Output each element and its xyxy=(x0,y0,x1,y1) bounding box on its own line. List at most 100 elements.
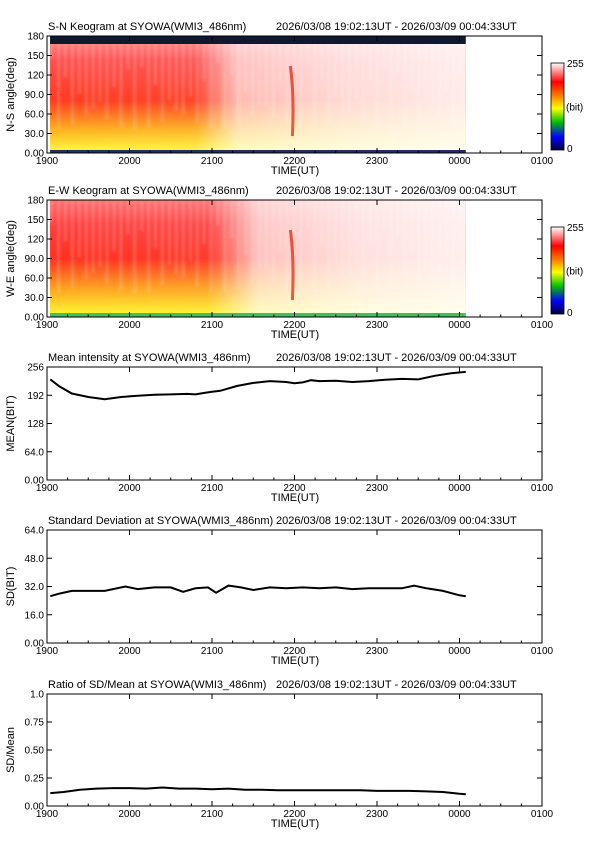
y-tick-label: 120 xyxy=(27,235,44,246)
x-tick-label: 1900 xyxy=(36,483,59,494)
x-axis-label: TIME(UT) xyxy=(271,329,319,341)
arc-feature xyxy=(288,65,295,137)
panel-title: S-N Keogram at SYOWA(WMI3_486nm) xyxy=(48,21,246,33)
y-tick-label: 0.75 xyxy=(25,718,45,729)
x-tick-label: 0000 xyxy=(448,483,471,494)
panel-4: Standard Deviation at SYOWA(WMI3_486nm) 2… xyxy=(5,515,554,667)
x-tick-label: 0100 xyxy=(531,320,554,331)
horizon-band-bottom xyxy=(50,150,466,153)
panel-title: Ratio of SD/Mean at SYOWA(WMI3_486nm) xyxy=(48,679,266,691)
panel-title: Standard Deviation at SYOWA(WMI3_486nm) xyxy=(48,515,273,527)
x-tick-label: 2000 xyxy=(118,156,141,167)
x-tick-label: 2200 xyxy=(283,483,306,494)
panel-title: E-W Keogram at SYOWA(WMI3_486nm) xyxy=(48,185,249,197)
x-tick-label: 0100 xyxy=(531,483,554,494)
panel-5: Ratio of SD/Mean at SYOWA(WMI3_486nm) 202… xyxy=(5,679,554,830)
x-tick-label: 2300 xyxy=(366,320,389,331)
y-tick-label: 192 xyxy=(27,391,44,402)
y-axis-label: SD(BIT) xyxy=(5,567,17,607)
x-tick-label: 1900 xyxy=(36,320,59,331)
x-tick-label: 2100 xyxy=(201,646,224,657)
colorbar-max-label: 255 xyxy=(567,59,584,70)
y-tick-label: 0.25 xyxy=(25,774,45,785)
panel-time-range: 2026/03/08 19:02:13UT - 2026/03/09 00:04… xyxy=(276,185,517,197)
y-tick-label: 90.0 xyxy=(25,254,45,265)
x-axis-label: TIME(UT) xyxy=(271,655,319,667)
y-tick-label: 150 xyxy=(27,51,44,62)
panel-title: Mean intensity at SYOWA(WMI3_486nm) xyxy=(48,352,251,364)
colorbar-unit-label: (bit) xyxy=(566,267,583,278)
x-tick-label: 2200 xyxy=(283,320,306,331)
x-tick-label: 0000 xyxy=(448,320,471,331)
y-tick-label: 150 xyxy=(27,215,44,226)
y-tick-label: 180 xyxy=(27,32,44,43)
arc-feature xyxy=(288,229,295,301)
y-tick-label: 90.0 xyxy=(25,90,45,101)
x-tick-label: 1900 xyxy=(36,646,59,657)
y-tick-label: 180 xyxy=(27,196,44,207)
keogram-fade xyxy=(50,200,466,317)
x-tick-label: 2100 xyxy=(201,809,224,820)
x-tick-label: 0000 xyxy=(448,156,471,167)
panel-1: S-N Keogram at SYOWA(WMI3_486nm) 2026/03/… xyxy=(5,21,584,177)
y-tick-label: 0.00 xyxy=(25,149,45,160)
x-axis-label: TIME(UT) xyxy=(271,492,319,504)
series-line xyxy=(50,786,466,796)
x-tick-label: 1900 xyxy=(36,809,59,820)
y-tick-label: 16.0 xyxy=(25,610,45,621)
y-axis-label: MEAN(BIT) xyxy=(5,395,17,451)
x-axis-label: TIME(UT) xyxy=(271,818,319,830)
x-tick-label: 2300 xyxy=(366,483,389,494)
x-tick-label: 2300 xyxy=(366,809,389,820)
x-tick-label: 1900 xyxy=(36,156,59,167)
x-tick-label: 2000 xyxy=(118,809,141,820)
y-tick-label: 1.0 xyxy=(30,690,44,701)
x-tick-label: 0100 xyxy=(531,156,554,167)
colorbar xyxy=(550,62,565,151)
panel-3: Mean intensity at SYOWA(WMI3_486nm) 2026/… xyxy=(5,352,554,504)
y-tick-label: 30.0 xyxy=(25,129,45,140)
panels: S-N Keogram at SYOWA(WMI3_486nm) 2026/03/… xyxy=(5,21,584,830)
x-tick-label: 2000 xyxy=(118,320,141,331)
x-tick-label: 2000 xyxy=(118,646,141,657)
colorbar xyxy=(550,226,565,315)
horizon-band-bottom xyxy=(50,313,466,317)
y-tick-label: 64.0 xyxy=(25,526,45,537)
panel-time-range: 2026/03/08 19:02:13UT - 2026/03/09 00:04… xyxy=(276,515,517,527)
x-tick-label: 2100 xyxy=(201,156,224,167)
y-axis-label: W-E angle(deg) xyxy=(5,220,17,297)
series-line xyxy=(49,370,466,401)
x-tick-label: 2200 xyxy=(283,646,306,657)
colorbar-min-label: 0 xyxy=(567,308,573,319)
x-tick-label: 2100 xyxy=(201,483,224,494)
keogram-fade xyxy=(50,36,466,153)
y-tick-label: 0.00 xyxy=(25,639,45,650)
y-axis-label: N-S angle(deg) xyxy=(5,57,17,132)
x-tick-label: 2200 xyxy=(283,809,306,820)
panel-time-range: 2026/03/08 19:02:13UT - 2026/03/09 00:04… xyxy=(276,679,517,691)
x-tick-label: 2300 xyxy=(366,646,389,657)
y-tick-label: 60.0 xyxy=(25,274,45,285)
colorbar-unit-label: (bit) xyxy=(566,103,583,114)
x-axis-label: TIME(UT) xyxy=(271,165,319,177)
x-tick-label: 2300 xyxy=(366,156,389,167)
y-tick-label: 0.00 xyxy=(25,802,45,813)
y-tick-label: 0.00 xyxy=(25,313,45,324)
panel-time-range: 2026/03/08 19:02:13UT - 2026/03/09 00:04… xyxy=(276,352,517,364)
y-tick-label: 60.0 xyxy=(25,110,45,121)
y-tick-label: 120 xyxy=(27,71,44,82)
y-tick-label: 0.00 xyxy=(25,476,45,487)
horizon-band-top xyxy=(50,36,466,44)
y-axis-label: SD/Mean xyxy=(5,727,17,773)
x-tick-label: 0000 xyxy=(448,809,471,820)
x-tick-label: 0100 xyxy=(531,646,554,657)
y-tick-label: 30.0 xyxy=(25,293,45,304)
series-line xyxy=(50,584,466,598)
x-tick-label: 0000 xyxy=(448,646,471,657)
plot-frame xyxy=(46,693,543,807)
panel-2: E-W Keogram at SYOWA(WMI3_486nm) 2026/03/… xyxy=(5,185,584,341)
y-tick-label: 0.50 xyxy=(25,746,45,757)
y-tick-label: 64.0 xyxy=(25,447,45,458)
colorbar-max-label: 255 xyxy=(567,223,584,234)
